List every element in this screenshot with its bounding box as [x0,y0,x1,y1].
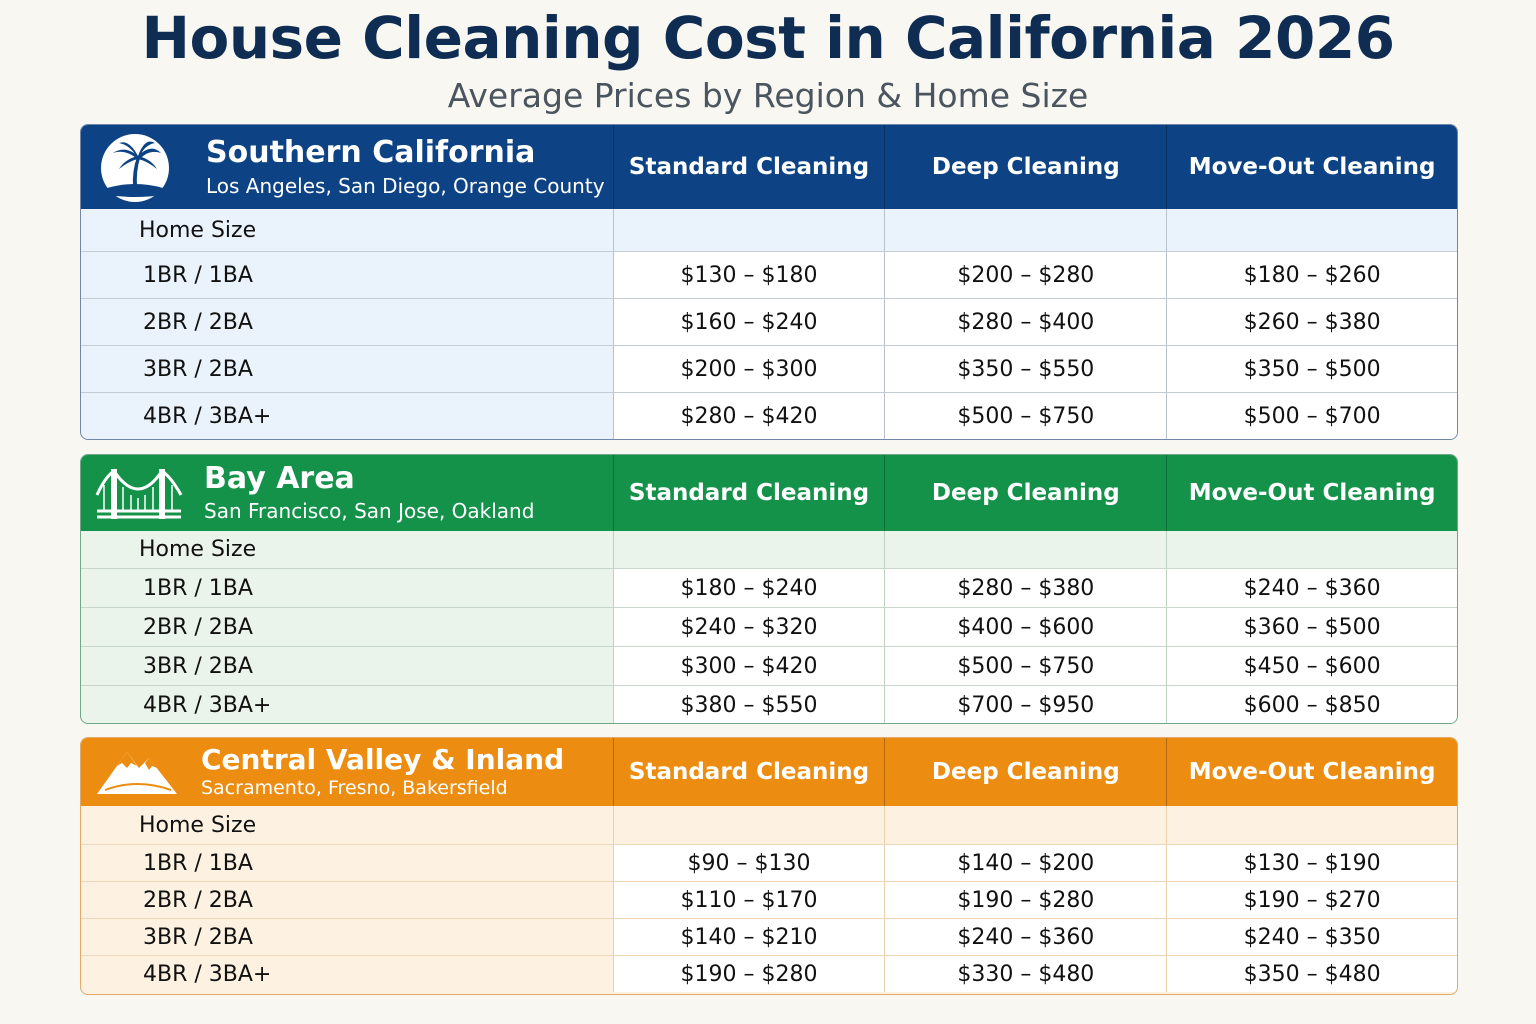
golden-gate-bridge-icon [95,469,183,519]
standard-price-cell: $240 – $320 [612,608,885,646]
home-size-cell: 4BR / 3BA+ [143,403,272,429]
region-header: Central Valley & Inland Sacramento, Fres… [81,738,1457,806]
standard-price-cell: $130 – $180 [612,252,885,298]
region-title-block: Southern California Los Angeles, San Die… [81,125,613,209]
deep-price-cell: $200 – $280 [884,252,1167,298]
mountain-icon [97,752,177,794]
home-size-label-row: Home Size [81,209,1457,251]
deep-price-cell: $350 – $550 [884,346,1167,392]
moveout-price-cell: $360 – $500 [1166,608,1457,646]
home-size-cell: 4BR / 3BA+ [143,961,272,987]
deep-price-cell: $500 – $750 [884,393,1167,439]
moveout-price-cell: $600 – $850 [1166,686,1457,723]
region-cities: Sacramento, Fresno, Bakersfield [201,777,508,799]
standard-price-cell: $280 – $420 [612,393,885,439]
home-size-cell: 3BR / 2BA [143,356,253,382]
table-row: 1BR / 1BA $130 – $180 $200 – $280 $180 –… [81,251,1457,298]
moveout-price-cell: $130 – $190 [1166,845,1457,881]
region-cities: Los Angeles, San Diego, Orange County [206,174,605,198]
table-row: 2BR / 2BA $110 – $170 $190 – $280 $190 –… [81,881,1457,918]
deep-price-cell: $190 – $280 [884,882,1167,918]
region-title-block: Bay Area San Francisco, San Jose, Oaklan… [81,455,613,531]
home-size-cell: 2BR / 2BA [143,614,253,640]
home-size-cell: 1BR / 1BA [143,262,253,288]
home-size-cell: 3BR / 2BA [143,924,253,950]
moveout-price-cell: $350 – $480 [1166,956,1457,992]
table-row: 1BR / 1BA $90 – $130 $140 – $200 $130 – … [81,844,1457,881]
column-header-deep: Deep Cleaning [884,738,1166,806]
table-row: 3BR / 2BA $140 – $210 $240 – $360 $240 –… [81,918,1457,955]
moveout-price-cell: $190 – $270 [1166,882,1457,918]
region-header: Bay Area San Francisco, San Jose, Oaklan… [81,455,1457,531]
home-size-cell: 3BR / 2BA [143,653,253,679]
home-size-label: Home Size [139,537,257,562]
home-size-label: Home Size [139,812,257,838]
standard-price-cell: $200 – $300 [612,346,885,392]
standard-price-cell: $380 – $550 [612,686,885,723]
column-header-moveout: Move-Out Cleaning [1166,455,1457,531]
deep-price-cell: $330 – $480 [884,956,1167,992]
table-row: 2BR / 2BA $240 – $320 $400 – $600 $360 –… [81,607,1457,646]
column-header-moveout: Move-Out Cleaning [1166,125,1457,209]
standard-price-cell: $110 – $170 [612,882,885,918]
page-subtitle: Average Prices by Region & Home Size [447,76,1089,115]
standard-price-cell: $180 – $240 [612,569,885,607]
home-size-cell: 1BR / 1BA [143,850,253,876]
column-header-deep: Deep Cleaning [884,455,1166,531]
moveout-price-cell: $260 – $380 [1166,299,1457,345]
region-table-central-valley: Central Valley & Inland Sacramento, Fres… [80,737,1458,995]
deep-price-cell: $140 – $200 [884,845,1167,881]
home-size-label: Home Size [139,217,257,243]
region-table-bay-area: Bay Area San Francisco, San Jose, Oaklan… [80,454,1458,724]
moveout-price-cell: $180 – $260 [1166,252,1457,298]
table-row: 4BR / 3BA+ $280 – $420 $500 – $750 $500 … [81,392,1457,439]
region-name: Central Valley & Inland [201,743,565,776]
region-table-southern-california: Southern California Los Angeles, San Die… [80,124,1458,440]
home-size-label-row: Home Size [81,806,1457,844]
deep-price-cell: $280 – $380 [884,569,1167,607]
region-name: Southern California [206,135,536,170]
table-row: 3BR / 2BA $300 – $420 $500 – $750 $450 –… [81,646,1457,685]
moveout-price-cell: $450 – $600 [1166,647,1457,685]
standard-price-cell: $190 – $280 [612,956,885,992]
home-size-cell: 2BR / 2BA [143,887,253,913]
standard-price-cell: $160 – $240 [612,299,885,345]
table-row: 2BR / 2BA $160 – $240 $280 – $400 $260 –… [81,298,1457,345]
deep-price-cell: $280 – $400 [884,299,1167,345]
standard-price-cell: $140 – $210 [612,919,885,955]
home-size-label-row: Home Size [81,531,1457,568]
column-header-deep: Deep Cleaning [884,125,1166,209]
table-row: 4BR / 3BA+ $380 – $550 $700 – $950 $600 … [81,685,1457,723]
region-name: Bay Area [204,461,355,496]
page-title: House Cleaning Cost in California 2026 [141,4,1395,72]
home-size-cell: 4BR / 3BA+ [143,692,272,718]
palm-tree-icon [101,134,169,202]
moveout-price-cell: $350 – $500 [1166,346,1457,392]
deep-price-cell: $240 – $360 [884,919,1167,955]
column-header-moveout: Move-Out Cleaning [1166,738,1457,806]
deep-price-cell: $700 – $950 [884,686,1167,723]
table-row: 4BR / 3BA+ $190 – $280 $330 – $480 $350 … [81,955,1457,992]
region-header: Southern California Los Angeles, San Die… [81,125,1457,209]
table-row: 3BR / 2BA $200 – $300 $350 – $550 $350 –… [81,345,1457,392]
moveout-price-cell: $500 – $700 [1166,393,1457,439]
column-header-standard: Standard Cleaning [612,125,885,209]
column-header-standard: Standard Cleaning [612,738,885,806]
standard-price-cell: $300 – $420 [612,647,885,685]
deep-price-cell: $400 – $600 [884,608,1167,646]
column-header-standard: Standard Cleaning [612,455,885,531]
moveout-price-cell: $240 – $350 [1166,919,1457,955]
deep-price-cell: $500 – $750 [884,647,1167,685]
standard-price-cell: $90 – $130 [612,845,885,881]
home-size-cell: 1BR / 1BA [143,575,253,601]
home-size-cell: 2BR / 2BA [143,309,253,335]
moveout-price-cell: $240 – $360 [1166,569,1457,607]
table-row: 1BR / 1BA $180 – $240 $280 – $380 $240 –… [81,568,1457,607]
region-cities: San Francisco, San Jose, Oakland [204,499,535,523]
region-title-block: Central Valley & Inland Sacramento, Fres… [81,738,613,806]
